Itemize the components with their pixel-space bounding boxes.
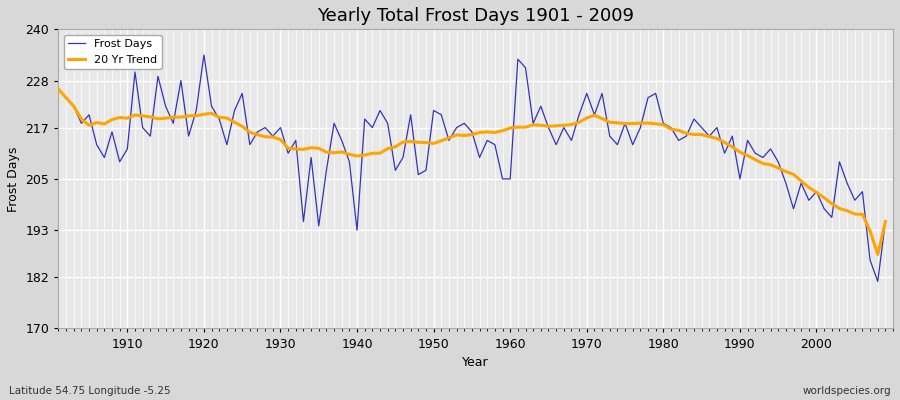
Frost Days	[872, 279, 883, 284]
20 Yr Trend	[114, 115, 125, 120]
Frost Days	[880, 219, 891, 224]
20 Yr Trend	[283, 146, 293, 151]
X-axis label: Year: Year	[463, 356, 489, 369]
Frost Days	[53, 87, 64, 92]
20 Yr Trend	[505, 126, 516, 130]
Y-axis label: Frost Days: Frost Days	[7, 146, 20, 212]
Text: worldspecies.org: worldspecies.org	[803, 386, 891, 396]
20 Yr Trend	[497, 128, 508, 133]
20 Yr Trend	[880, 219, 891, 224]
Frost Days	[114, 159, 125, 164]
Line: 20 Yr Trend: 20 Yr Trend	[58, 89, 886, 254]
Frost Days	[291, 138, 302, 143]
Frost Days	[604, 134, 615, 138]
20 Yr Trend	[872, 252, 883, 257]
Frost Days	[337, 138, 347, 143]
Line: Frost Days: Frost Days	[58, 55, 886, 282]
Title: Yearly Total Frost Days 1901 - 2009: Yearly Total Frost Days 1901 - 2009	[317, 7, 634, 25]
20 Yr Trend	[53, 87, 64, 92]
Legend: Frost Days, 20 Yr Trend: Frost Days, 20 Yr Trend	[64, 35, 161, 70]
Frost Days	[199, 52, 210, 57]
Frost Days	[505, 176, 516, 181]
Frost Days	[512, 57, 523, 62]
20 Yr Trend	[597, 116, 608, 121]
Text: Latitude 54.75 Longitude -5.25: Latitude 54.75 Longitude -5.25	[9, 386, 171, 396]
20 Yr Trend	[328, 150, 339, 155]
